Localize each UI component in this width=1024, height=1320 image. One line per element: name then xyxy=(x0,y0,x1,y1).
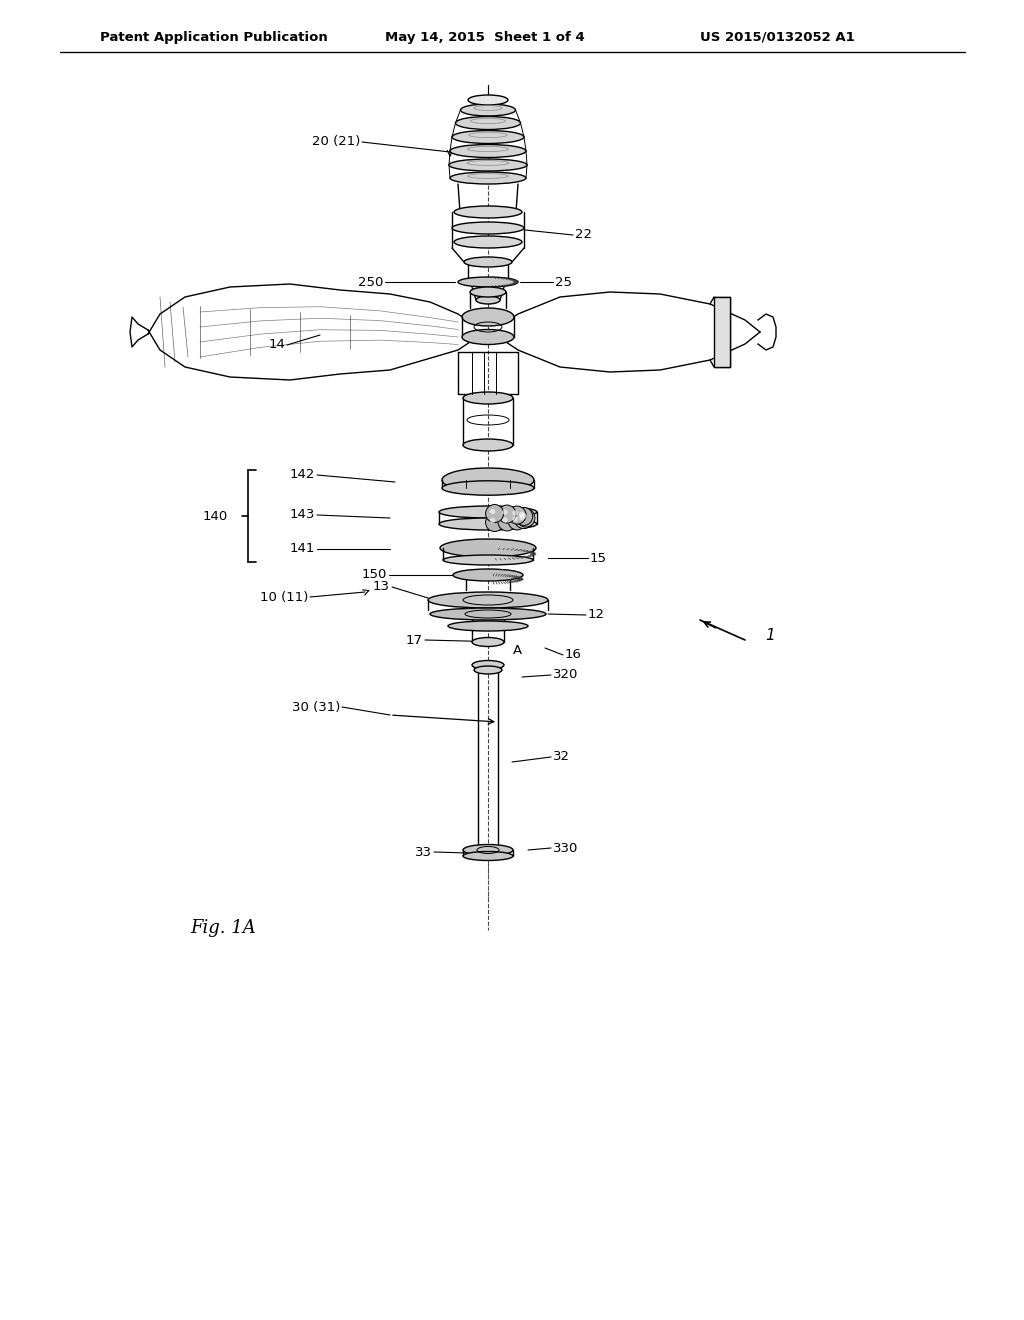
Ellipse shape xyxy=(442,469,534,492)
Text: 250: 250 xyxy=(357,276,383,289)
Ellipse shape xyxy=(456,116,520,129)
Ellipse shape xyxy=(474,667,502,675)
Text: 1: 1 xyxy=(765,627,775,643)
Text: 330: 330 xyxy=(553,842,579,854)
Ellipse shape xyxy=(453,569,523,581)
Ellipse shape xyxy=(450,172,526,183)
Text: 142: 142 xyxy=(290,469,315,482)
Circle shape xyxy=(485,504,504,523)
Ellipse shape xyxy=(449,158,527,172)
Text: 143: 143 xyxy=(290,508,315,521)
Ellipse shape xyxy=(440,539,536,557)
Polygon shape xyxy=(714,297,730,367)
Circle shape xyxy=(489,508,496,515)
Circle shape xyxy=(515,507,532,525)
Ellipse shape xyxy=(449,620,528,631)
Ellipse shape xyxy=(454,236,522,248)
Text: 15: 15 xyxy=(590,552,607,565)
Circle shape xyxy=(515,511,532,528)
Text: 20 (21): 20 (21) xyxy=(311,136,360,149)
Ellipse shape xyxy=(454,206,522,218)
Circle shape xyxy=(517,510,535,527)
Ellipse shape xyxy=(439,517,537,531)
Circle shape xyxy=(485,513,504,532)
Ellipse shape xyxy=(476,296,500,304)
Ellipse shape xyxy=(442,480,534,495)
Text: 140: 140 xyxy=(203,510,228,523)
Text: US 2015/0132052 A1: US 2015/0132052 A1 xyxy=(700,30,855,44)
Text: 32: 32 xyxy=(553,751,570,763)
Ellipse shape xyxy=(439,506,537,517)
Text: 150: 150 xyxy=(361,569,387,582)
Ellipse shape xyxy=(472,660,504,669)
Ellipse shape xyxy=(470,286,506,297)
Ellipse shape xyxy=(428,591,548,609)
Ellipse shape xyxy=(430,609,546,620)
Circle shape xyxy=(519,515,524,520)
Circle shape xyxy=(521,513,526,519)
Ellipse shape xyxy=(452,131,524,144)
Text: 16: 16 xyxy=(565,648,582,661)
Text: May 14, 2015  Sheet 1 of 4: May 14, 2015 Sheet 1 of 4 xyxy=(385,30,585,44)
Circle shape xyxy=(489,517,496,523)
Circle shape xyxy=(512,511,518,516)
Ellipse shape xyxy=(463,392,513,404)
Circle shape xyxy=(498,513,516,531)
Ellipse shape xyxy=(463,851,513,861)
Text: 320: 320 xyxy=(553,668,579,681)
Circle shape xyxy=(508,512,526,529)
Circle shape xyxy=(503,517,508,523)
Ellipse shape xyxy=(461,104,515,116)
Ellipse shape xyxy=(464,257,512,267)
Ellipse shape xyxy=(468,95,508,106)
Text: 17: 17 xyxy=(406,634,423,647)
Text: 33: 33 xyxy=(415,846,432,858)
Circle shape xyxy=(503,510,508,515)
Ellipse shape xyxy=(463,845,513,855)
Ellipse shape xyxy=(450,144,526,157)
Ellipse shape xyxy=(443,554,534,565)
Circle shape xyxy=(498,506,516,523)
Text: 25: 25 xyxy=(555,276,572,289)
Ellipse shape xyxy=(458,277,518,286)
Text: 141: 141 xyxy=(290,543,315,556)
Circle shape xyxy=(508,506,526,524)
Ellipse shape xyxy=(462,308,514,326)
Text: 14: 14 xyxy=(268,338,285,351)
Ellipse shape xyxy=(463,440,513,451)
Ellipse shape xyxy=(462,330,514,345)
Text: A: A xyxy=(513,644,522,656)
Ellipse shape xyxy=(452,222,524,234)
Circle shape xyxy=(519,512,524,517)
Text: 10 (11): 10 (11) xyxy=(260,590,308,603)
Ellipse shape xyxy=(472,638,504,647)
Text: Patent Application Publication: Patent Application Publication xyxy=(100,30,328,44)
Text: 22: 22 xyxy=(575,228,592,242)
Text: 12: 12 xyxy=(588,609,605,622)
Text: 30 (31): 30 (31) xyxy=(292,701,340,714)
Circle shape xyxy=(512,516,518,521)
Text: 13: 13 xyxy=(373,581,390,594)
Text: Fig. 1A: Fig. 1A xyxy=(190,919,256,937)
